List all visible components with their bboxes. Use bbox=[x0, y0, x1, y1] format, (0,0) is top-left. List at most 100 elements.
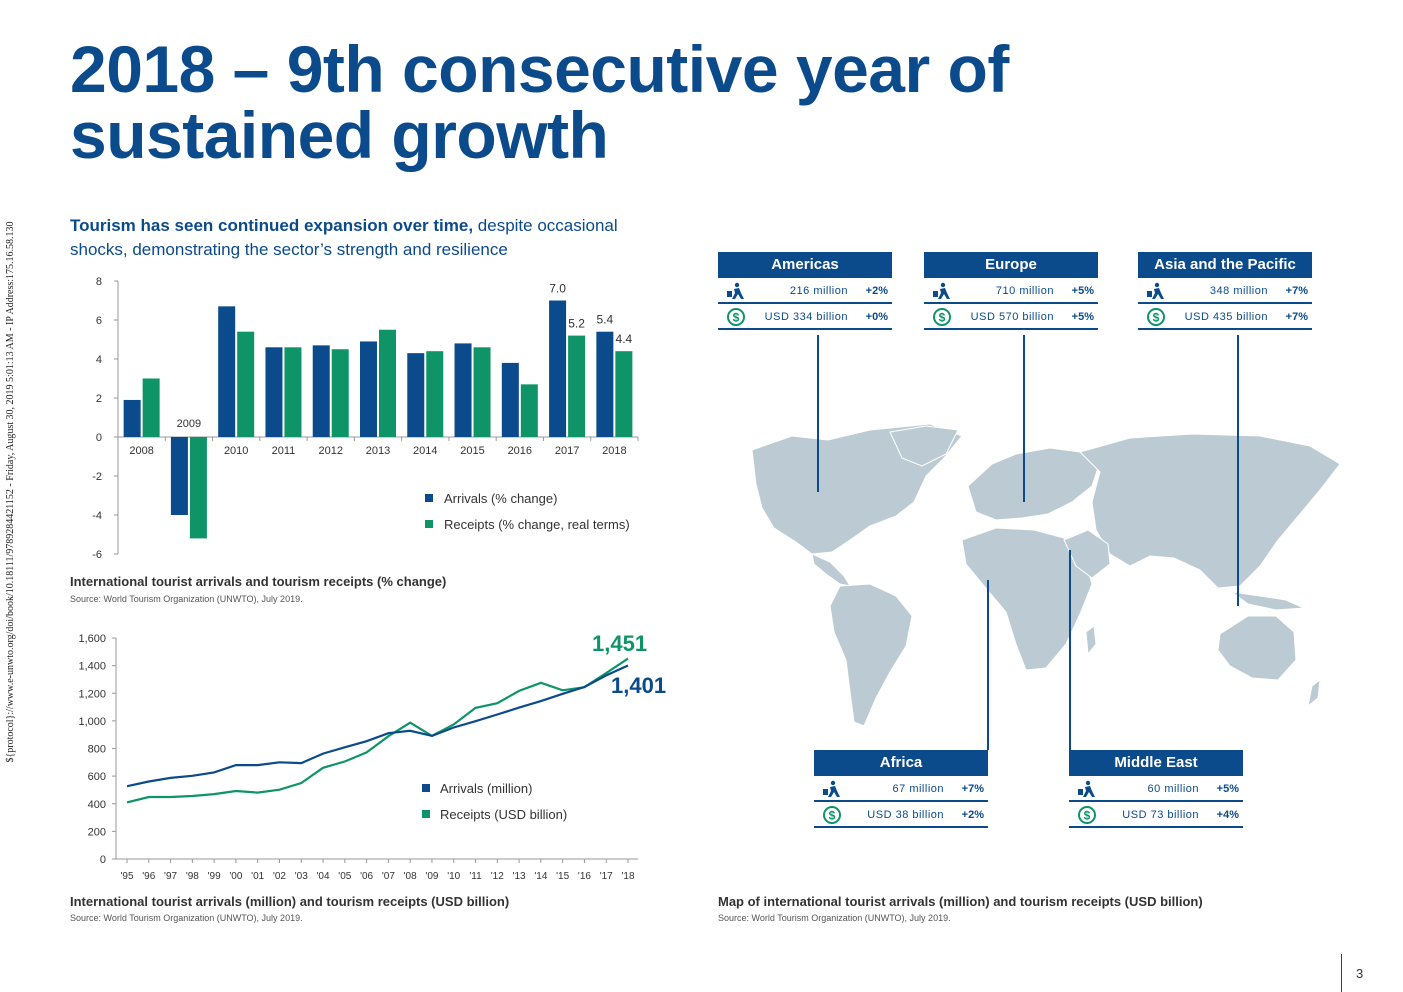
x-tick-label: '01 bbox=[251, 871, 264, 882]
arrivals-value: 216 million bbox=[789, 285, 848, 297]
x-tick-label: '98 bbox=[186, 871, 199, 882]
y-tick-label: 8 bbox=[96, 276, 102, 288]
bar-receipts-2017 bbox=[568, 335, 586, 437]
x-tick-label: 2011 bbox=[272, 445, 296, 457]
bar-receipts-2015 bbox=[473, 347, 491, 437]
map-asia bbox=[1079, 433, 1341, 589]
data-label: 5.2 bbox=[568, 317, 585, 331]
region-asia-pacific: Asia and the Pacific 348 million +7% $ U… bbox=[1138, 252, 1312, 330]
line-arrivals bbox=[126, 664, 629, 788]
line-chart: 1,600 1,400 1,200 1,000 800 600 400 200 0 '95 '96 '… bbox=[78, 631, 666, 882]
arrivals-row: 60 million +5% bbox=[1069, 776, 1243, 802]
receipts-change: +2% bbox=[961, 809, 984, 821]
arrivals-change: +7% bbox=[1285, 285, 1308, 297]
map-south-america bbox=[829, 583, 913, 727]
receipts-value: USD 435 billion bbox=[1184, 311, 1268, 323]
bar-arrivals-2018 bbox=[596, 331, 614, 437]
x-tick-label: '97 bbox=[164, 871, 177, 882]
svg-text:$: $ bbox=[733, 311, 740, 325]
legend-label-receipts: Receipts (% change, real terms) bbox=[444, 517, 630, 532]
y-tick-label: 6 bbox=[96, 315, 102, 327]
x-tick-label: '17 bbox=[600, 871, 613, 882]
x-tick-label: '05 bbox=[338, 871, 351, 882]
svg-text:$: $ bbox=[939, 311, 946, 325]
bar-arrivals-2016 bbox=[501, 362, 519, 437]
dollar-coin-icon: $ bbox=[727, 308, 745, 326]
receipts-row: $ USD 435 billion +7% bbox=[1138, 304, 1312, 330]
region-name: Middle East bbox=[1069, 750, 1243, 776]
svg-text:$: $ bbox=[1153, 311, 1160, 325]
x-tick-label: '06 bbox=[360, 871, 373, 882]
x-tick-label: '00 bbox=[229, 871, 242, 882]
legend-swatch-receipts bbox=[422, 810, 430, 818]
x-tick-label: '18 bbox=[621, 871, 634, 882]
receipts-change: +4% bbox=[1216, 809, 1239, 821]
line-chart-caption: International tourist arrivals (million)… bbox=[70, 894, 510, 909]
end-label-arrivals: 1,401 bbox=[611, 673, 666, 698]
receipts-change: +0% bbox=[865, 311, 888, 323]
x-tick-label: 2017 bbox=[555, 445, 579, 457]
x-tick-label: '02 bbox=[273, 871, 286, 882]
y-tick-label: -2 bbox=[92, 471, 102, 483]
y-tick-label: 200 bbox=[88, 826, 106, 838]
bar-receipts-2012 bbox=[331, 349, 349, 437]
arrivals-row: 216 million +2% bbox=[718, 278, 892, 304]
x-tick-label-2009: 2009 bbox=[177, 418, 201, 430]
y-tick-label: 0 bbox=[96, 432, 102, 444]
y-tick-label: -4 bbox=[92, 510, 102, 522]
bar-arrivals-2010 bbox=[218, 306, 236, 437]
x-tick-label: '16 bbox=[578, 871, 591, 882]
legend-label-arrivals: Arrivals (million) bbox=[440, 781, 532, 796]
y-tick-label: 4 bbox=[96, 354, 102, 366]
x-tick-label: '03 bbox=[295, 871, 308, 882]
traveller-icon bbox=[933, 282, 950, 299]
y-tick-label: 2 bbox=[96, 393, 102, 405]
x-tick-label: '07 bbox=[382, 871, 395, 882]
x-tick-label: '08 bbox=[404, 871, 417, 882]
line-chart-source: Source: World Tourism Organization (UNWT… bbox=[70, 913, 303, 923]
map-australia bbox=[1217, 615, 1297, 681]
x-tick-label: '96 bbox=[142, 871, 155, 882]
receipts-value: USD 334 billion bbox=[764, 311, 848, 323]
arrivals-row: 710 million +5% bbox=[924, 278, 1098, 304]
x-tick-label: '99 bbox=[208, 871, 221, 882]
region-europe: Europe 710 million +5% $ USD 570 billion… bbox=[924, 252, 1098, 330]
data-label: 7.0 bbox=[549, 282, 566, 296]
traveller-icon bbox=[823, 780, 840, 797]
page-title: 2018 – 9th consecutive year of sustained… bbox=[70, 32, 1009, 172]
side-watermark: ${protocol}://www.e-unwto.org/doi/book/1… bbox=[5, 221, 16, 763]
y-tick-label: 1,200 bbox=[78, 688, 106, 700]
subtitle-rest: despite occasional shocks, demonstrating… bbox=[70, 216, 618, 259]
traveller-icon bbox=[727, 282, 744, 299]
receipts-value: USD 73 billion bbox=[1122, 809, 1199, 821]
bar-receipts-2014 bbox=[426, 351, 444, 437]
data-label: 5.4 bbox=[597, 313, 614, 327]
x-tick-label: 2018 bbox=[602, 445, 626, 457]
region-name: Asia and the Pacific bbox=[1138, 252, 1312, 278]
map-caption: Map of international tourist arrivals (m… bbox=[718, 894, 1203, 909]
legend-swatch-arrivals bbox=[422, 784, 430, 792]
bar-receipts-2016 bbox=[520, 384, 538, 437]
arrivals-change: +2% bbox=[865, 285, 888, 297]
bar-receipts-2010 bbox=[237, 331, 255, 437]
receipts-change: +7% bbox=[1285, 311, 1308, 323]
world-map bbox=[751, 423, 1341, 727]
bar-arrivals-2011 bbox=[265, 347, 283, 437]
svg-text:$: $ bbox=[829, 809, 836, 823]
x-tick-label: '09 bbox=[425, 871, 438, 882]
x-tick-label: 2008 bbox=[129, 445, 153, 457]
x-tick-label: '13 bbox=[513, 871, 526, 882]
arrivals-value: 67 million bbox=[892, 783, 944, 795]
region-americas: Americas 216 million +2% $ USD 334 billi… bbox=[718, 252, 892, 330]
arrivals-change: +5% bbox=[1071, 285, 1094, 297]
map-central-america bbox=[811, 553, 852, 587]
y-tick-label: 1,400 bbox=[78, 661, 106, 673]
receipts-value: USD 38 billion bbox=[867, 809, 944, 821]
x-tick-label: 2015 bbox=[460, 445, 484, 457]
receipts-value: USD 570 billion bbox=[970, 311, 1054, 323]
legend-swatch-receipts bbox=[425, 520, 433, 528]
x-tick-label: '04 bbox=[317, 871, 330, 882]
region-name: Europe bbox=[924, 252, 1098, 278]
bar-receipts-2013 bbox=[379, 329, 396, 437]
receipts-change: +5% bbox=[1071, 311, 1094, 323]
